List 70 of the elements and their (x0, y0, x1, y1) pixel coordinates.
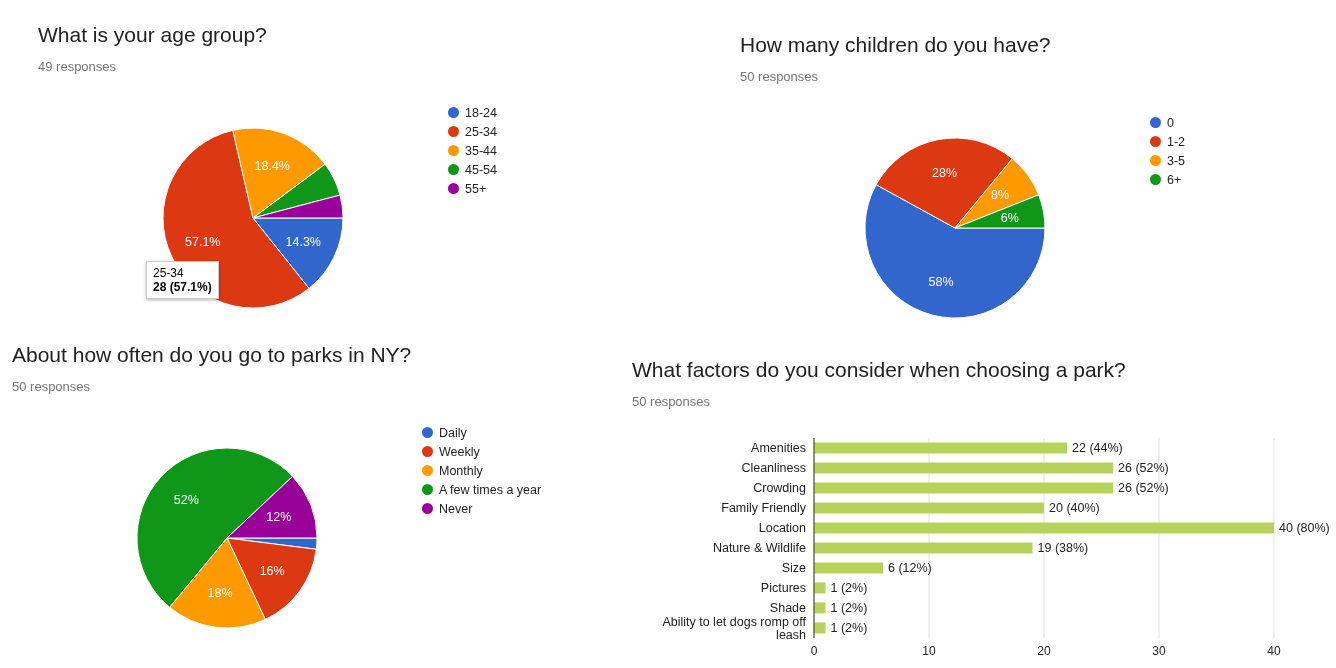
x-tick-label: 0 (810, 643, 818, 658)
data-label: 26 (52%) (1118, 481, 1169, 496)
bar (814, 522, 1274, 534)
legend-label: 25-34 (465, 124, 497, 139)
y-tick-label: Crowding (753, 481, 807, 496)
data-label: 52% (173, 492, 199, 507)
legend-label: Daily (439, 425, 467, 440)
data-label: 57.1% (185, 235, 221, 250)
data-label: 1 (2%) (830, 601, 868, 616)
chart-title: About how often do you go to parks in NY? (12, 343, 413, 367)
bar (814, 502, 1044, 514)
legend-label: 3-5 (1167, 153, 1186, 168)
legend-label: 6+ (1167, 172, 1182, 187)
chart-subtitle: 50 responses (12, 379, 92, 394)
chart-subtitle: 49 responses (38, 59, 118, 74)
data-label: 20 (40%) (1049, 501, 1100, 516)
legend-label: 18-24 (465, 105, 497, 120)
y-tick-label: Amenities (751, 441, 806, 456)
data-label: 40 (80%) (1279, 521, 1330, 536)
bar (814, 562, 883, 574)
legend-label: 1-2 (1167, 134, 1186, 149)
data-label: 26 (52%) (1118, 461, 1169, 476)
x-tick-label: 10 (922, 643, 936, 658)
y-tick-label: Shade (769, 601, 807, 616)
bar (814, 602, 826, 614)
y-tick-label: Location (758, 521, 807, 536)
y-tick-label: Cleanliness (741, 461, 806, 476)
y-tick-label: Pictures (760, 581, 806, 596)
y-tick-label: Family Friendly (721, 501, 807, 516)
y-tick-label: Size (781, 561, 807, 576)
legend-label: Never (439, 501, 473, 516)
data-label: 28% (932, 166, 958, 181)
bar (814, 542, 1033, 554)
bar (814, 582, 826, 594)
bar (814, 482, 1113, 494)
data-label: 14.3% (285, 235, 321, 250)
data-label: 8% (991, 188, 1010, 203)
data-label: 22 (44%) (1072, 441, 1123, 456)
text: 25-34 (153, 266, 185, 280)
data-label: 1 (2%) (830, 581, 868, 596)
chart-subtitle: 50 responses (740, 69, 820, 84)
y-tick-label: Nature & Wildlife (712, 541, 807, 556)
chart-title: How many children do you have? (740, 33, 1052, 57)
data-label: 1 (2%) (830, 621, 868, 636)
legend-label: 55+ (465, 181, 487, 196)
bar (814, 462, 1113, 474)
data-label: 58% (928, 275, 954, 290)
data-label: 6 (12%) (888, 561, 932, 576)
x-tick-label: 20 (1037, 643, 1051, 658)
y-tick-label: Ability to let dogs romp off leash (662, 615, 807, 642)
data-label: 16% (259, 563, 285, 578)
data-label: 18.4% (254, 158, 290, 173)
legend-label: Monthly (439, 463, 483, 478)
bar (814, 622, 826, 634)
legend-label: 35-44 (465, 143, 497, 158)
x-tick-label: 40 (1267, 643, 1281, 658)
legend-label: 0 (1167, 115, 1174, 130)
data-label: 6% (1000, 210, 1019, 225)
legend-label: Weekly (439, 444, 480, 459)
data-label: 19 (38%) (1037, 541, 1089, 556)
text: 28 (57.1%) (153, 280, 212, 294)
text: 50 responses (632, 394, 712, 409)
data-label: 18% (207, 586, 233, 601)
chart-title: What factors do you consider when choosing a park? (632, 358, 1127, 382)
legend-label: 45-54 (465, 162, 497, 177)
bar (814, 442, 1067, 454)
legend-label: A few times a year (439, 482, 542, 497)
x-tick-label: 30 (1152, 643, 1166, 658)
data-label: 12% (266, 510, 292, 525)
chart-title: What is your age group? (38, 23, 268, 47)
